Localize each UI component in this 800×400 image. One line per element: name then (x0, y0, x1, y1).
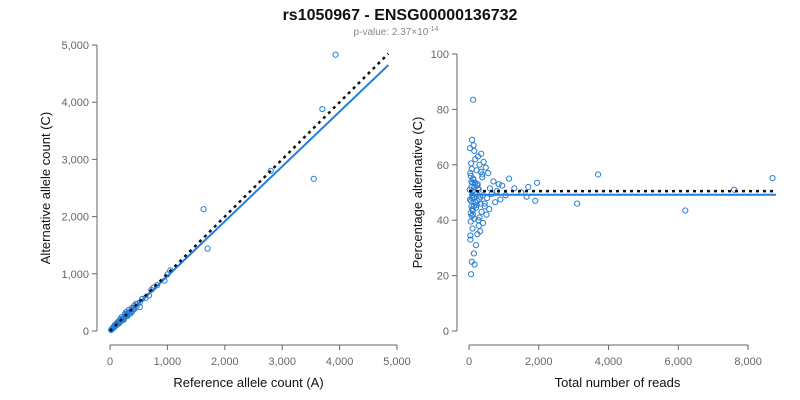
data-point (731, 186, 738, 193)
expected-ratio-line (109, 52, 390, 332)
data-point (472, 242, 480, 249)
y-axis-title: Alternative allele count (C) (38, 112, 53, 264)
x-tick-label: 0 (107, 356, 113, 368)
data-point (478, 150, 485, 157)
data-point (475, 222, 482, 229)
data-point (319, 105, 326, 113)
data-point (470, 250, 477, 257)
x-tick-label: 3,000 (268, 356, 296, 368)
data-point (485, 170, 492, 177)
data-point (511, 185, 518, 192)
data-point (481, 200, 488, 207)
data-point (200, 206, 207, 213)
percentage-alternative-scatter-chart: 0 20 40 60 80 100 0 2,000 4,000 6,000 8,000 Total n… (410, 49, 776, 390)
data-point (204, 245, 211, 252)
x-tick-label: 6,000 (665, 356, 693, 368)
p-value-exponent: -14 (428, 26, 438, 33)
data-point (468, 178, 475, 185)
data-point (479, 171, 486, 178)
data-point (468, 258, 475, 265)
data-point (574, 200, 581, 207)
x-axis-title: Reference allele count (A) (173, 375, 323, 390)
x-tick-label: 1,000 (154, 356, 182, 368)
y-tick-label: 1,000 (61, 269, 89, 281)
y-tick-label: 100 (431, 49, 449, 61)
data-point (470, 203, 477, 210)
p-value-subtitle: p-value: 2.37×10-14 (354, 26, 439, 38)
data-point (310, 175, 317, 182)
data-point (479, 219, 487, 227)
y-tick-label: 2,000 (61, 212, 89, 224)
x-tick-label: 0 (466, 356, 472, 368)
data-point (472, 156, 479, 163)
data-point (475, 217, 482, 224)
y-axis-title: Percentage alternative (C) (410, 117, 425, 269)
data-point (480, 158, 487, 166)
data-point (472, 179, 479, 186)
data-point (476, 161, 483, 168)
data-point (469, 179, 476, 186)
x-tick-label: 4,000 (326, 356, 354, 368)
data-point (467, 271, 475, 278)
data-point (495, 181, 502, 188)
data-point (470, 96, 477, 103)
y-tick-label: 4,000 (61, 97, 89, 109)
y-tick-label: 40 (437, 215, 449, 227)
y-tick-label: 0 (443, 326, 449, 338)
fit-line (109, 64, 390, 332)
y-tick-label: 5,000 (61, 40, 89, 52)
data-point (769, 174, 776, 182)
y-tick-label: 0 (83, 326, 89, 338)
data-point (469, 136, 476, 143)
data-point (492, 199, 499, 206)
data-point (506, 175, 513, 182)
data-point (486, 185, 494, 192)
data-point (499, 182, 506, 189)
x-tick-label: 5,000 (383, 356, 411, 368)
data-point (467, 236, 474, 243)
data-point (470, 142, 477, 149)
data-point (525, 183, 532, 191)
data-point (682, 207, 689, 214)
data-point (478, 208, 485, 215)
y-tick-label: 60 (437, 160, 449, 172)
figure-title: rs1050967 - ENSG00000136732 (283, 7, 518, 24)
x-tick-label: 4,000 (595, 356, 623, 368)
y-tick-label: 80 (437, 104, 449, 116)
data-point (479, 174, 486, 181)
data-point (474, 197, 481, 204)
data-point (482, 164, 489, 171)
data-point (466, 145, 474, 152)
x-tick-label: 8,000 (734, 356, 762, 368)
data-point (486, 206, 493, 213)
allele-count-scatter-chart: 0 1,000 2,000 3,000 4,000 5,000 0 1,000 2,000 3,0… (38, 40, 411, 390)
data-point (490, 178, 497, 185)
y-tick-label: 3,000 (61, 154, 89, 166)
data-point (332, 51, 339, 58)
y-tick-label: 20 (437, 271, 449, 283)
data-point (467, 160, 475, 167)
data-point (136, 303, 143, 311)
p-value-text: p-value: 2.37×10 (354, 27, 429, 38)
x-tick-label: 2,000 (525, 356, 553, 368)
data-point (467, 218, 474, 225)
data-point (474, 230, 481, 238)
data-point (467, 232, 474, 239)
x-tick-label: 2,000 (211, 356, 239, 368)
data-point (533, 179, 541, 186)
data-point (483, 211, 490, 218)
data-point (467, 170, 474, 177)
x-axis-title: Total number of reads (555, 375, 681, 390)
data-point (267, 167, 274, 174)
data-point (469, 225, 476, 232)
data-point (481, 203, 488, 210)
data-point (532, 197, 539, 204)
data-point (467, 210, 474, 217)
data-point (497, 196, 504, 203)
data-point (468, 212, 475, 220)
data-point (594, 171, 602, 178)
